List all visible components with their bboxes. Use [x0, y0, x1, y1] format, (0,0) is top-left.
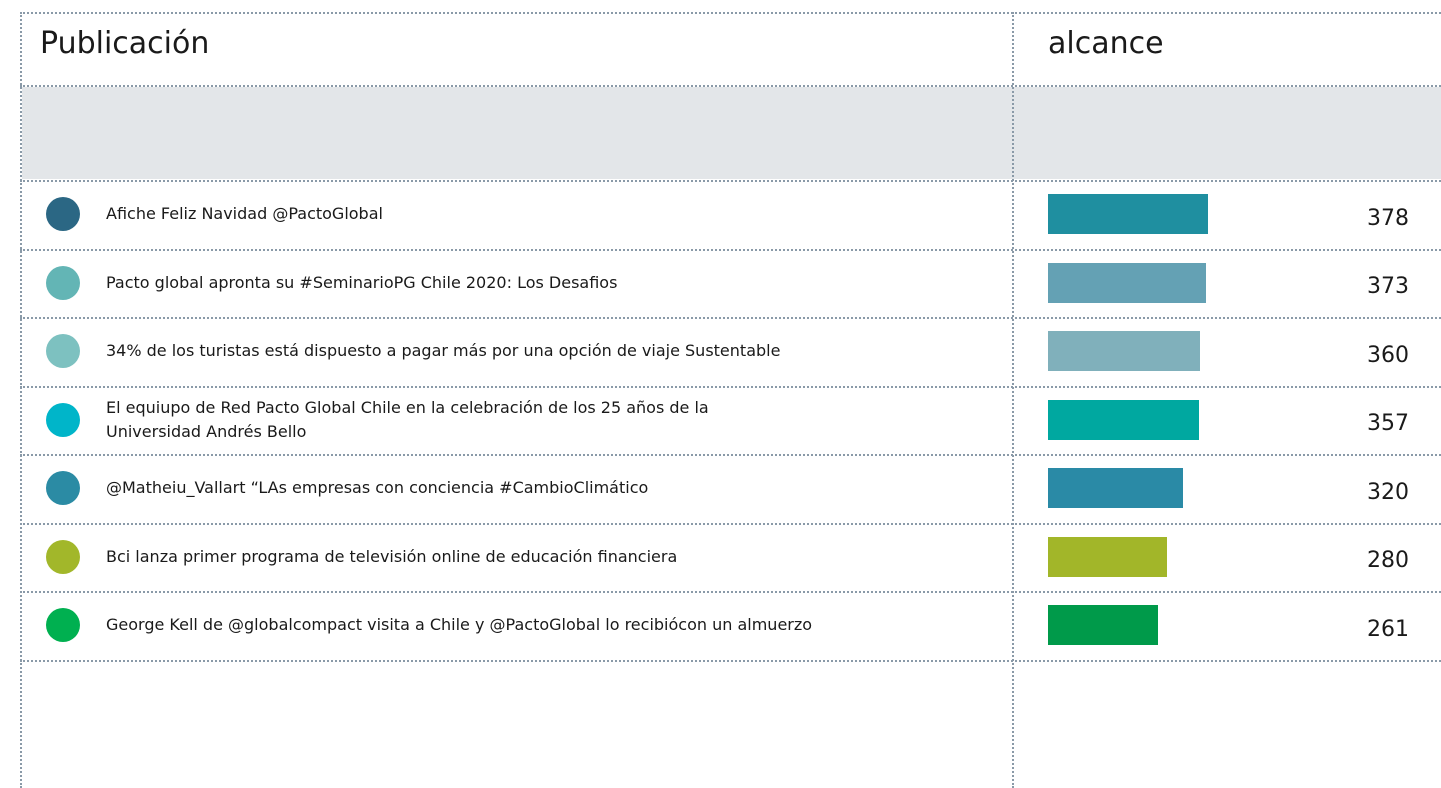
- row-dot: [46, 265, 80, 300]
- row-dot: [46, 334, 80, 369]
- rule: [20, 385, 1441, 388]
- bar: [1048, 399, 1200, 440]
- rule: [1012, 12, 1014, 788]
- value-label: 280: [1367, 548, 1409, 574]
- rule: [20, 12, 1441, 14]
- bar: [1048, 468, 1184, 509]
- row-dot: [46, 402, 80, 437]
- row-title: 34% de los turistas está dispuesto a pag…: [106, 341, 781, 361]
- rule: [20, 659, 1441, 662]
- value-label: 378: [1367, 205, 1409, 231]
- row-title: @Matheiu_Vallart “LAs empresas con conci…: [106, 478, 649, 498]
- row-title: El equiupo de Red Pacto Global Chile en …: [106, 397, 709, 441]
- bar: [1048, 194, 1208, 235]
- rule: [20, 317, 1441, 319]
- rule: [20, 591, 1441, 593]
- bar: [1048, 536, 1167, 577]
- row-dot: [46, 608, 80, 643]
- row-dot: [46, 539, 80, 574]
- value-label: 261: [1367, 616, 1409, 642]
- row-title: Afiche Feliz Navidad @PactoGlobal: [106, 204, 383, 224]
- rule: [20, 85, 1441, 87]
- rule: [20, 454, 1441, 456]
- bar: [1048, 262, 1206, 303]
- rule: [20, 12, 22, 788]
- row-dot: [46, 197, 80, 232]
- value-label: 357: [1367, 411, 1409, 437]
- column-header: Publicación: [40, 26, 210, 61]
- blank-row: [22, 87, 1441, 179]
- value-label: 320: [1367, 479, 1409, 505]
- bar: [1048, 331, 1201, 372]
- row-dot: [46, 471, 80, 506]
- value-label: 373: [1367, 274, 1409, 300]
- bar: [1048, 605, 1159, 646]
- column-header: alcance: [1048, 26, 1164, 61]
- value-label: 360: [1367, 342, 1409, 368]
- row-title: Pacto global apronta su #SeminarioPG Chi…: [106, 272, 618, 292]
- rule: [20, 248, 1441, 251]
- rule: [20, 522, 1441, 525]
- row-title: Bci lanza primer programa de televisión …: [106, 546, 678, 566]
- row-title: George Kell de @globalcompact visita a C…: [106, 615, 813, 635]
- rule: [20, 180, 1441, 182]
